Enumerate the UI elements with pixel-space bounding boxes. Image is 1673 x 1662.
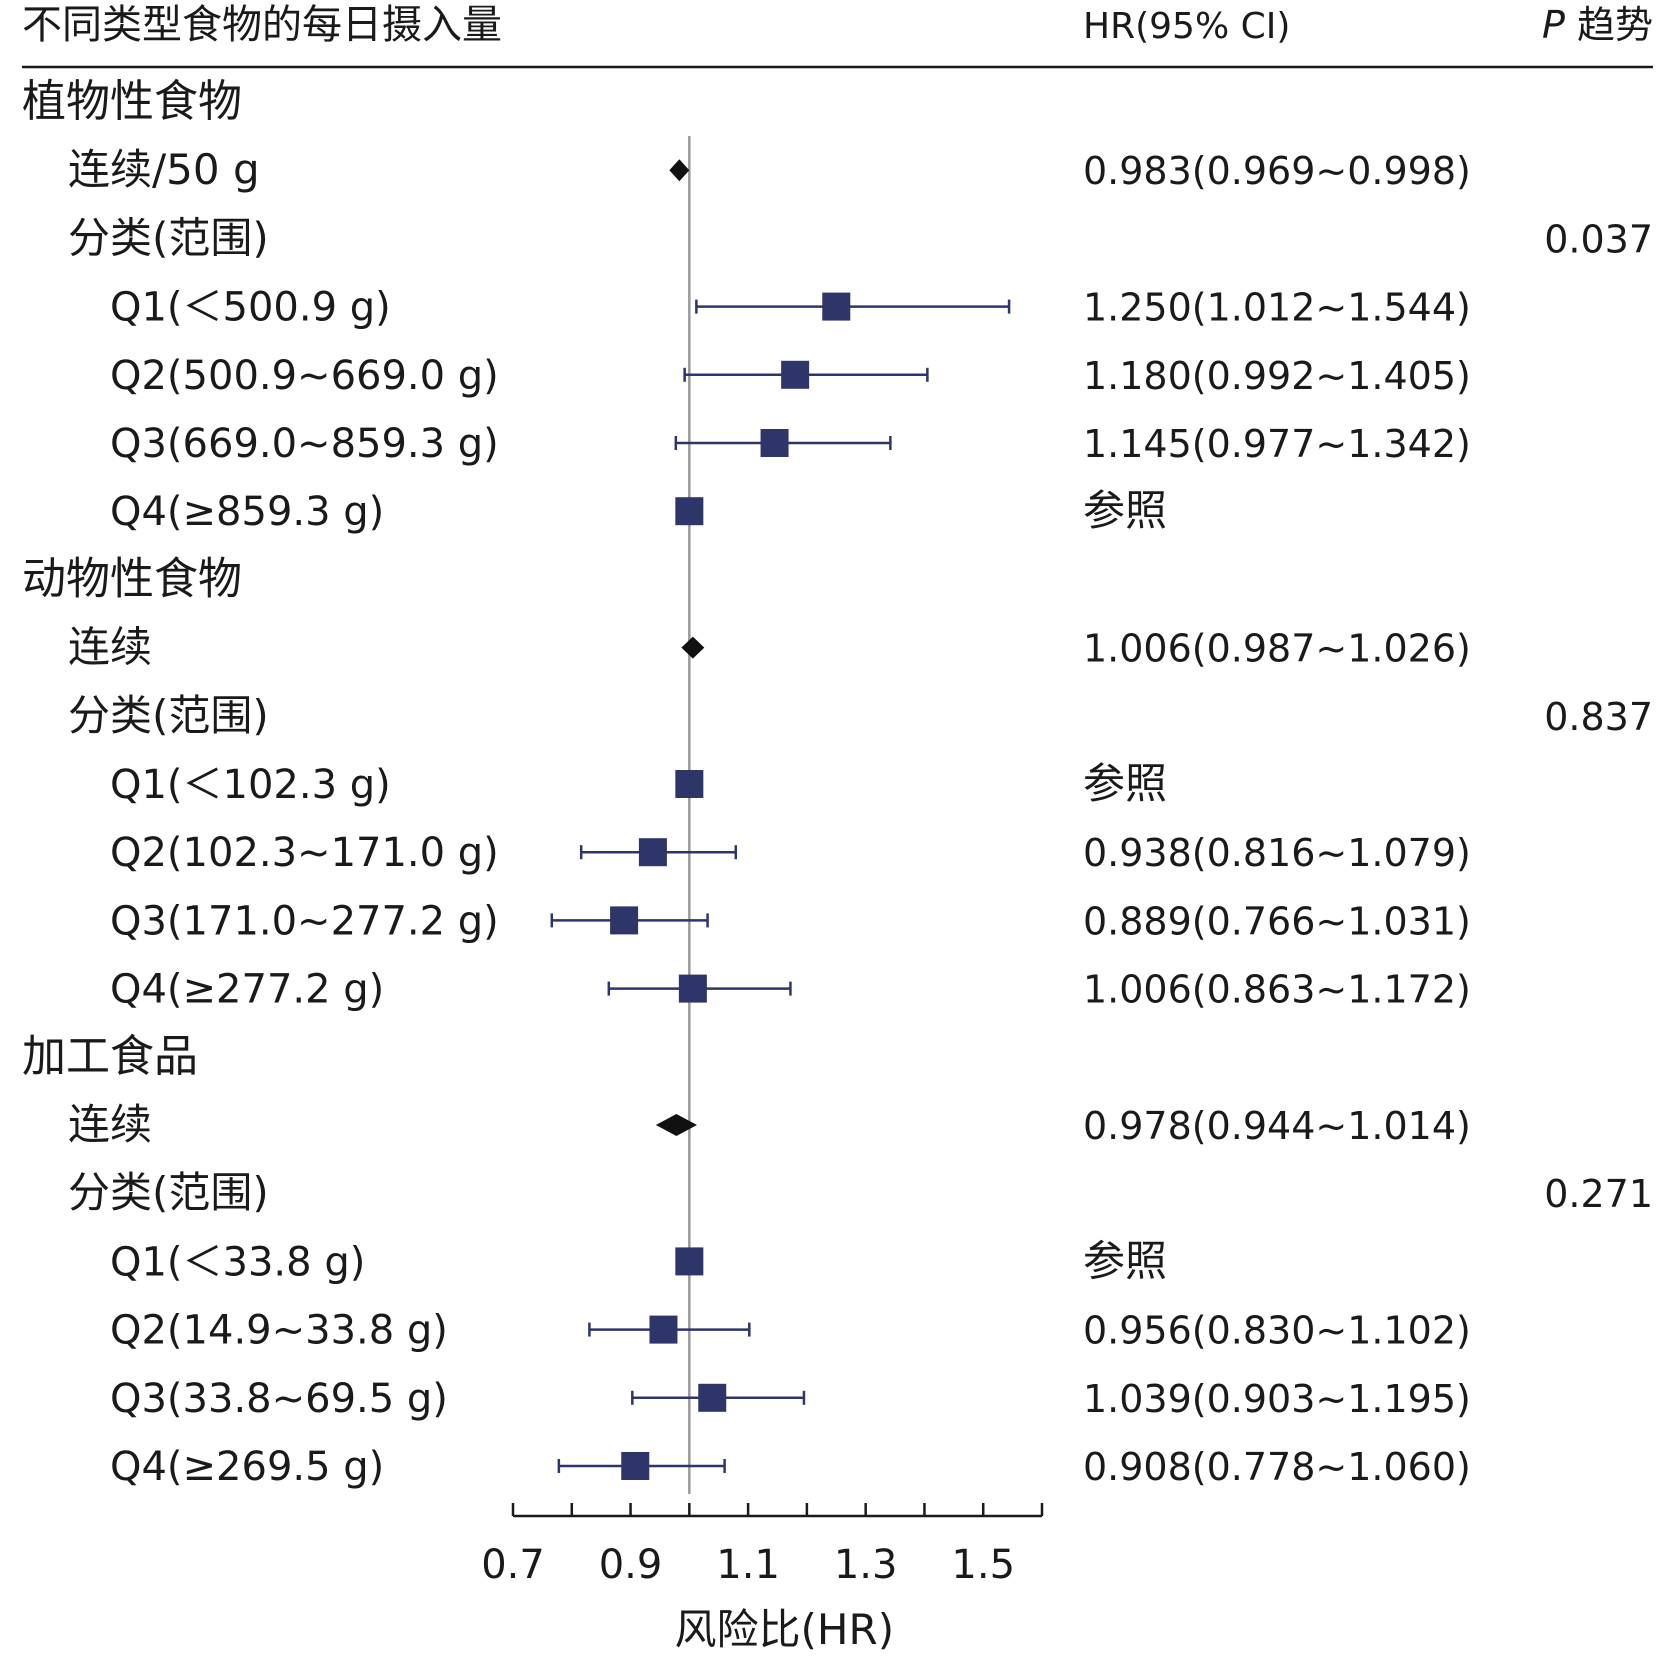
hr-ci-text: 0.978(0.944~1.014) [1083,1104,1471,1148]
hr-square-marker [822,292,851,321]
hr-diamond-marker [669,159,690,182]
row-label: 分类(范围) [68,213,269,262]
row-label: 分类(范围) [68,1168,269,1217]
row-label: 连续 [68,623,152,672]
header-label: 不同类型食物的每日摄入量 [22,2,502,48]
hr-ci-text: 0.956(0.830~1.102) [1083,1309,1471,1353]
hr-square-marker [675,1247,704,1276]
forest-row: 动物性食物 [22,553,242,604]
hr-ci-text: 0.983(0.969~0.998) [1083,149,1471,193]
row-label: Q1(＜102.3 g) [110,762,391,808]
header-hr-ci: HR(95% CI) [1083,6,1290,47]
hr-square-marker [638,838,667,867]
x-tick-label: 1.3 [834,1542,898,1588]
p-trend-value: 0.037 [1544,217,1653,261]
hr-square-marker [678,974,707,1003]
hr-square-marker [781,360,810,389]
p-trend-value: 0.837 [1544,695,1653,739]
forest-row: Q2(500.9~669.0 g) 1.180(0.992~1.405) [110,353,1471,399]
forest-row: 连续/50 g 0.983(0.969~0.998) [68,145,1471,194]
forest-row: Q3(33.8~69.5 g) 1.039(0.903~1.195) [110,1376,1471,1422]
row-label: 分类(范围) [68,691,269,740]
hr-ci-text: 1.039(0.903~1.195) [1083,1377,1471,1421]
p-trend-value: 0.271 [1544,1172,1653,1216]
forest-row: 连续 1.006(0.987~1.026) [68,623,1471,672]
forest-row: 植物性食物 [22,76,242,127]
hr-ci-text: 0.938(0.816~1.079) [1083,831,1471,875]
row-label: Q2(102.3~171.0 g) [110,830,499,876]
forest-row: Q1(＜33.8 g) 参照 [110,1236,1167,1285]
row-label: Q1(＜500.9 g) [110,285,391,331]
hr-square-marker [621,1452,650,1480]
row-label: 连续/50 g [68,145,260,194]
hr-ci-text: 参照 [1083,759,1167,808]
row-label: Q1(＜33.8 g) [110,1239,365,1285]
x-tick-label: 0.9 [599,1542,663,1588]
forest-row: 分类(范围) 0.837 [68,691,1653,740]
hr-ci-text: 1.180(0.992~1.405) [1083,354,1471,398]
forest-row: Q4(≥859.3 g) 参照 [110,486,1167,535]
forest-row: Q1(＜102.3 g) 参照 [110,759,1167,808]
hr-ci-text: 1.006(0.987~1.026) [1083,627,1471,671]
x-axis: 0.7 0.9 1.1 1.3 1.5 风险比(HR) [481,1503,1044,1654]
row-label: 连续 [68,1100,152,1149]
forest-row: 分类(范围) 0.037 [68,213,1653,262]
x-tick-label: 0.7 [481,1542,545,1588]
forest-row: Q2(102.3~171.0 g) 0.938(0.816~1.079) [110,830,1471,876]
hr-ci-text: 1.006(0.863~1.172) [1083,968,1471,1012]
row-label: Q2(14.9~33.8 g) [110,1308,448,1354]
row-label: Q3(669.0~859.3 g) [110,421,499,467]
forest-row: Q4(≥269.5 g) 0.908(0.778~1.060) [110,1444,1471,1490]
row-label: Q3(33.8~69.5 g) [110,1376,448,1422]
forest-row: Q3(669.0~859.3 g) 1.145(0.977~1.342) [110,421,1471,467]
row-label: Q4(≥277.2 g) [110,967,384,1013]
hr-ci-text: 1.250(1.012~1.544) [1083,286,1471,330]
row-label: Q4(≥269.5 g) [110,1444,384,1490]
hr-ci-text: 0.908(0.778~1.060) [1083,1445,1471,1489]
hr-square-marker [649,1315,678,1344]
x-tick-label: 1.5 [951,1542,1015,1588]
row-label: 植物性食物 [22,76,242,127]
header-p-italic: P [1542,3,1565,47]
hr-square-marker [675,770,704,798]
hr-square-marker [760,429,789,457]
header-p-trend: P 趋势 [1542,3,1653,47]
row-label: Q2(500.9~669.0 g) [110,353,499,399]
forest-row: 加工食品 [22,1031,198,1082]
header-p-rest: 趋势 [1565,3,1653,47]
row-label: Q3(171.0~277.2 g) [110,898,499,944]
hr-square-marker [610,906,639,935]
hr-ci-text: 参照 [1083,1236,1167,1285]
row-label: Q4(≥859.3 g) [110,489,384,535]
hr-square-marker [698,1383,727,1412]
forest-row: Q4(≥277.2 g) 1.006(0.863~1.172) [110,967,1471,1013]
forest-row: Q3(171.0~277.2 g) 0.889(0.766~1.031) [110,898,1471,944]
forest-row: Q2(14.9~33.8 g) 0.956(0.830~1.102) [110,1308,1471,1354]
hr-square-marker [675,497,704,526]
hr-ci-text: 0.889(0.766~1.031) [1083,899,1471,943]
forest-row: Q1(＜500.9 g) 1.250(1.012~1.544) [110,285,1471,331]
x-axis-label: 风险比(HR) [675,1605,895,1654]
hr-diamond-marker [681,636,705,659]
hr-ci-text: 参照 [1083,486,1167,535]
row-label: 加工食品 [22,1031,198,1082]
hr-ci-text: 1.145(0.977~1.342) [1083,422,1471,466]
x-tick-label: 1.1 [716,1542,780,1588]
forest-row: 分类(范围) 0.271 [68,1168,1653,1217]
row-label: 动物性食物 [22,553,242,604]
hr-diamond-marker [655,1114,697,1136]
forest-row: 连续 0.978(0.944~1.014) [68,1100,1471,1149]
